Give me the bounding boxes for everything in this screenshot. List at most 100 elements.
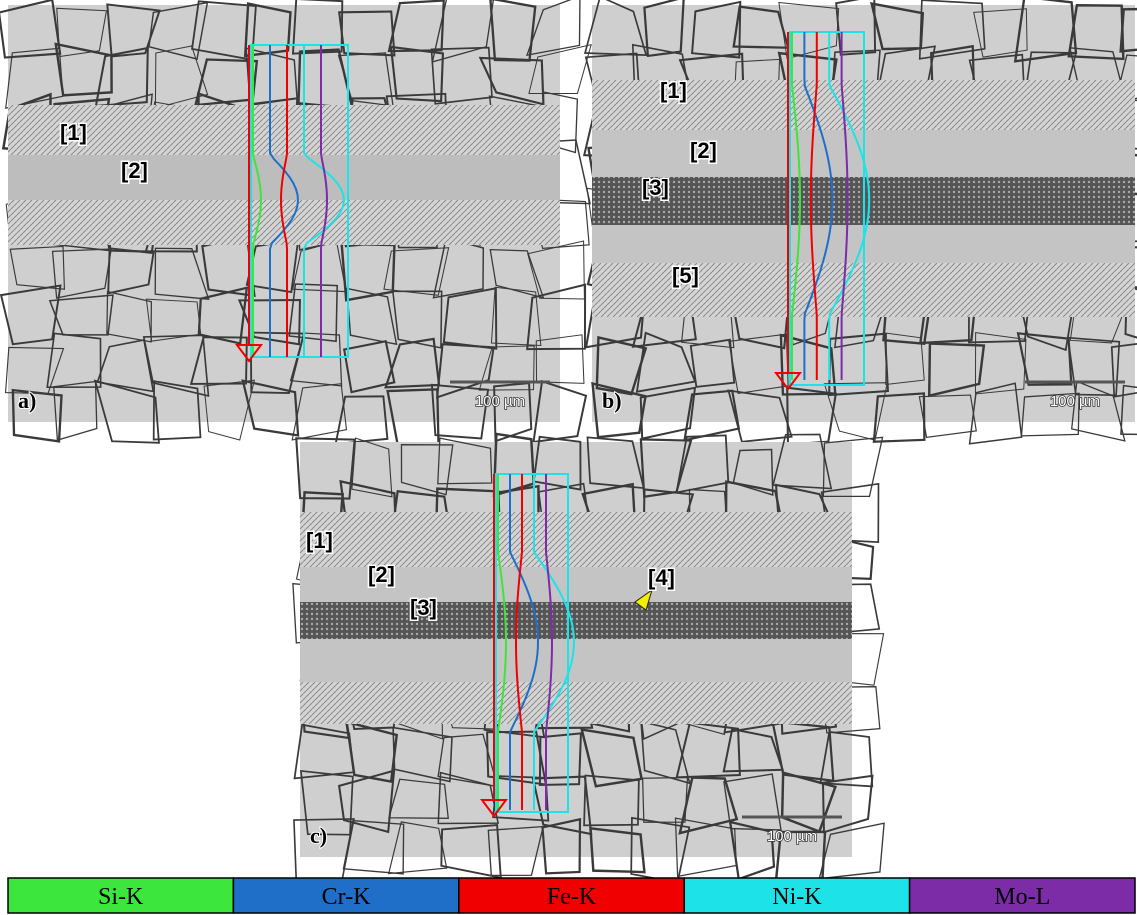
grain-boundary (437, 437, 493, 485)
grain-boundary (338, 10, 396, 57)
grain-boundary (11, 388, 63, 443)
line-scan-profile (840, 32, 849, 380)
grain-boundary (442, 287, 498, 350)
grain-boundary (9, 245, 66, 290)
grain-boundary (591, 381, 647, 439)
legend-label: Si-K (98, 884, 144, 910)
grain-boundary (535, 334, 585, 384)
region-label: [2] (121, 158, 148, 183)
grain-boundary (643, 0, 685, 58)
grain-boundary (918, 0, 986, 60)
grain-boundary (48, 294, 114, 336)
legend-swatch (458, 877, 685, 914)
line-scan-profile (828, 32, 871, 380)
interface-band (300, 512, 852, 567)
line-scan-profile (791, 32, 802, 380)
grain-boundary (973, 8, 1028, 58)
grain-boundary (580, 728, 644, 788)
line-scan-profile (514, 474, 523, 810)
grain-boundary (641, 776, 689, 823)
grain-boundary (778, 1, 840, 60)
line-scan-profile (803, 32, 834, 380)
grain-boundary (968, 382, 1023, 445)
grain-boundary (728, 333, 789, 394)
grain-boundary (295, 437, 356, 500)
grain-boundary (1067, 4, 1125, 61)
legend-swatch (908, 877, 1136, 914)
grain-boundary (487, 825, 545, 877)
grain-boundary (342, 819, 405, 875)
grain-boundary (431, 0, 495, 63)
grain-boundary (51, 248, 112, 299)
grain-boundary (772, 433, 833, 490)
grain-boundary (351, 437, 393, 498)
micrograph-panel: [1] [2] a) 100 µm (0, 0, 592, 447)
grain-boundary (430, 383, 490, 440)
grain-boundary (532, 379, 588, 444)
scan-frame (250, 44, 349, 358)
panel-label: b) (602, 388, 622, 413)
grain-boundary (528, 43, 592, 95)
grain-boundary (678, 776, 739, 835)
grain-boundary (541, 817, 582, 875)
grain-boundary (345, 287, 398, 346)
grain-boundary (478, 345, 535, 391)
grain-boundary (640, 720, 691, 785)
grain-boundary (388, 778, 449, 819)
region-label: [3] (642, 175, 669, 200)
grain-boundary (728, 820, 776, 881)
interface-band (300, 602, 852, 639)
grain-boundary (383, 247, 450, 296)
interface-band (8, 155, 560, 200)
grain-boundary (583, 0, 648, 57)
grain-boundary (152, 380, 202, 441)
grain-boundary (291, 0, 344, 55)
line-scan-profile (320, 45, 328, 357)
grain-boundary (526, 283, 587, 351)
line-scan-profile (533, 474, 576, 810)
grain-boundary (723, 773, 782, 831)
grain-boundary (334, 395, 389, 446)
grain-boundary (1110, 343, 1137, 398)
grain-boundary (1070, 380, 1126, 442)
scan-frame (495, 473, 569, 813)
grain-boundary (1120, 384, 1137, 436)
panel-label: a) (18, 388, 36, 413)
grain-boundary (691, 0, 742, 59)
line-scan-profile (497, 474, 508, 810)
grain-boundary (786, 386, 837, 446)
region-label: [1] (306, 528, 333, 553)
grain-boundary (822, 436, 884, 498)
line-scan-profile (280, 45, 288, 357)
grain-boundary (337, 769, 396, 834)
grain-boundary (818, 822, 885, 880)
region-label: [2] (690, 138, 717, 163)
grain-boundary (639, 386, 697, 440)
grain-boundary (56, 7, 108, 58)
grain-boundary (974, 332, 1027, 395)
interface-band (300, 567, 852, 602)
grain-boundary (387, 0, 445, 53)
grain-boundary (154, 45, 209, 109)
line-scan-profile (509, 474, 540, 810)
grain-boundary (927, 342, 986, 398)
grain-boundary (197, 286, 249, 345)
grain-boundary (93, 379, 160, 444)
grain-boundary (189, 336, 248, 385)
grain-boundary (1119, 7, 1137, 53)
grain-boundary (392, 726, 453, 783)
interface-band (300, 682, 852, 724)
legend-label: Ni-K (772, 884, 822, 910)
interface-band (8, 200, 560, 245)
grain-boundary (106, 290, 152, 343)
region-label: [5] (672, 263, 699, 288)
grain-boundary (142, 334, 210, 397)
grain-boundary (391, 290, 443, 349)
grain-boundary (106, 3, 161, 58)
grain-boundary (94, 46, 149, 107)
region-label: [1] (60, 120, 87, 145)
grain-boundary (53, 380, 98, 442)
grain-boundary (400, 443, 454, 496)
